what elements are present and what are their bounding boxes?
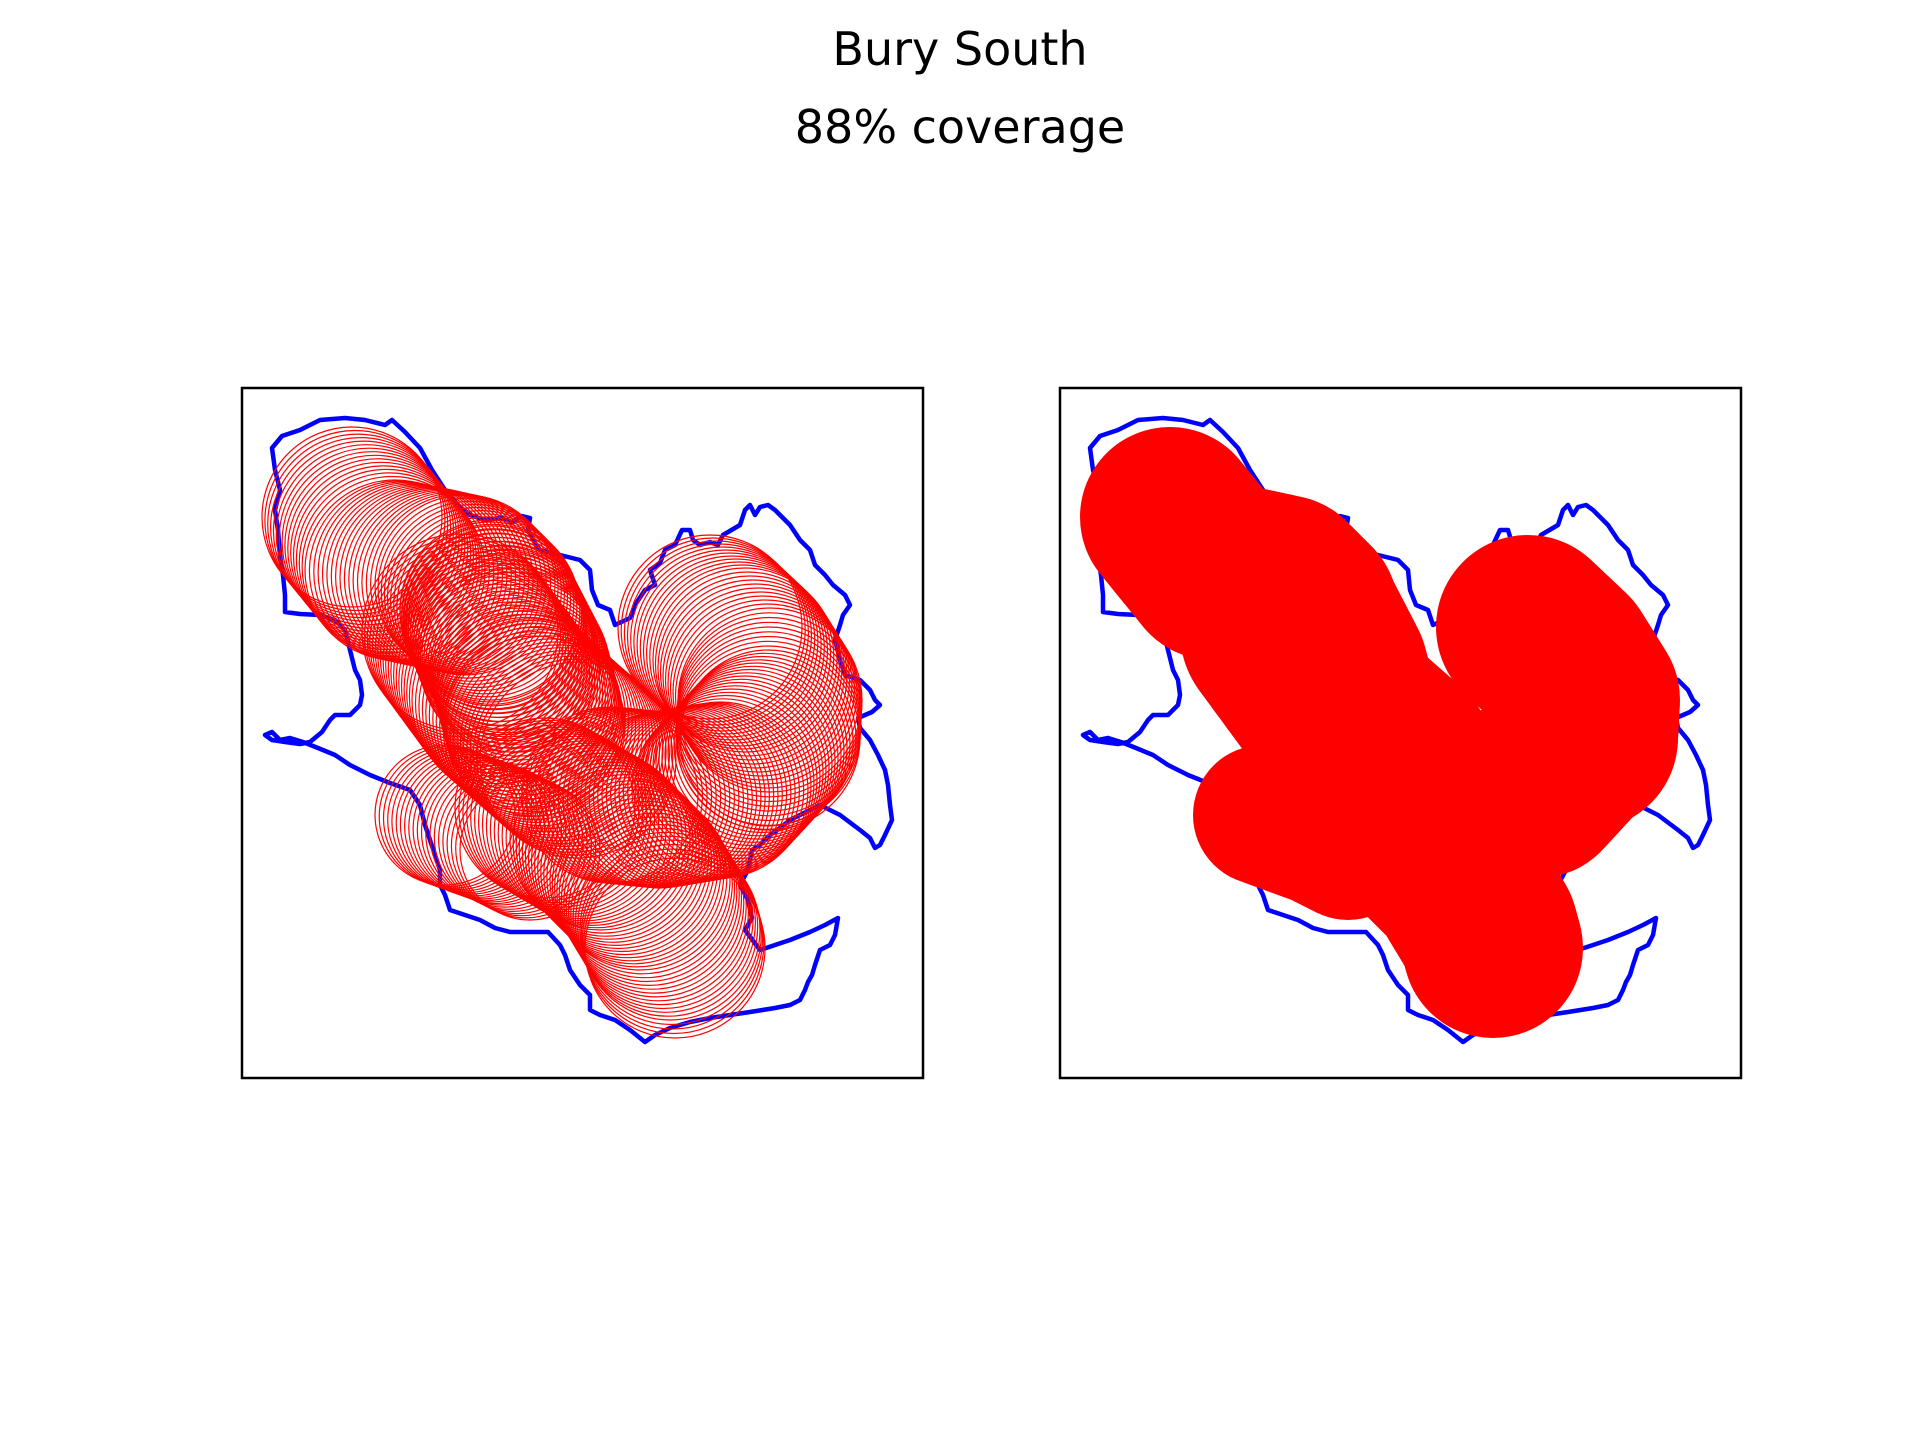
coverage-circle-outline — [581, 848, 764, 1030]
coverage-circle-outline — [617, 534, 803, 720]
coverage-circle-outline — [485, 735, 668, 917]
coverage-circle-outline — [655, 675, 833, 853]
coverage-circle-outline — [636, 552, 822, 738]
coverage-circle-outline — [580, 843, 762, 1026]
coverage-circle-outline — [415, 552, 597, 734]
coverage-circle-outline — [567, 820, 750, 1002]
coverage-circle-outline — [442, 770, 584, 913]
coverage-circle-outline — [515, 755, 697, 937]
coverage-circle-outline — [407, 536, 589, 719]
coverage-circle-outline — [560, 808, 743, 990]
coverage-circle-outline — [405, 532, 587, 715]
coverage-circle-filled — [1403, 858, 1583, 1038]
coverage-circle-outline — [667, 662, 845, 840]
coverage-circle-outline — [429, 764, 571, 906]
coverage-circle-outline — [481, 733, 664, 915]
coverage-circles-filled — [1080, 427, 1680, 1038]
coverage-circle-outline — [546, 786, 728, 968]
coverage-circle-outline — [642, 558, 829, 744]
coverage-circle-outline — [521, 761, 703, 943]
figure-subtitle: 88% coverage — [794, 100, 1126, 154]
coverage-circle-outline — [676, 652, 854, 830]
coverage-circle-outline — [652, 567, 838, 753]
coverage-circle-outline — [537, 777, 719, 959]
coverage-circle-outline — [551, 793, 733, 975]
figure-title: Bury South — [832, 22, 1088, 76]
coverage-circle-outline — [533, 773, 716, 956]
coverage-circle-outline — [570, 823, 752, 1006]
coverage-circle-outline — [565, 816, 747, 998]
coverage-circle-filled — [1278, 780, 1418, 920]
coverage-circle-outline — [411, 544, 593, 726]
coverage-circle-outline — [399, 521, 581, 703]
coverage-circle-outline — [633, 549, 819, 735]
coverage-circle-outline — [675, 645, 861, 831]
coverage-circles-outline — [261, 426, 863, 1039]
coverage-circle-outline — [543, 783, 725, 965]
coverage-circle-outline — [459, 779, 601, 921]
coverage-circle-outline — [439, 625, 637, 824]
coverage-circle-outline — [400, 587, 599, 785]
coverage-circle-outline — [572, 827, 754, 1010]
coverage-circle-outline — [553, 797, 736, 979]
coverage-circle-outline — [556, 800, 738, 983]
coverage-circle-outline — [527, 767, 710, 950]
coverage-circle-outline — [401, 525, 583, 707]
coverage-circle-outline — [639, 555, 825, 741]
coverage-circle-outline — [416, 759, 558, 902]
coverage-circle-outline — [669, 595, 856, 781]
coverage-circle-outline — [626, 543, 813, 729]
coverage-circle-outline — [455, 777, 597, 919]
panel-left — [240, 386, 925, 1080]
coverage-circle-outline — [446, 772, 588, 915]
coverage-circle-outline — [261, 426, 443, 608]
coverage-circle-outline — [438, 613, 620, 796]
coverage-circle-outline — [425, 762, 567, 905]
coverage-circle-outline — [670, 659, 848, 837]
coverage-circle-outline — [558, 804, 740, 987]
coverage-circle-outline — [423, 567, 605, 750]
coverage-circle-outline — [438, 768, 580, 910]
coverage-circle-outline — [419, 560, 601, 742]
coverage-circle-outline — [577, 835, 759, 1017]
coverage-circle-outline — [501, 744, 683, 927]
coverage-circle-outline — [584, 857, 766, 1039]
coverage-circle-outline — [395, 752, 537, 894]
coverage-circle-outline — [370, 493, 552, 675]
coverage-circle-outline — [579, 839, 761, 1021]
coverage-circle-outline — [267, 433, 449, 615]
coverage-circle-outline — [658, 672, 836, 850]
coverage-circle-outline — [583, 852, 765, 1035]
coverage-circle-outline — [275, 444, 457, 626]
panel-right — [1058, 386, 1743, 1080]
coverage-circle-outline — [450, 775, 593, 917]
coverage-circle-outline — [574, 831, 757, 1013]
coverage-circle-outline — [563, 812, 745, 994]
coverage-circle-outline — [420, 761, 563, 903]
coverage-circle-outline — [549, 789, 731, 971]
coverage-circle-outline — [433, 766, 575, 908]
coverage-circle-outline — [412, 758, 554, 900]
coverage-circle-outline — [374, 494, 556, 676]
